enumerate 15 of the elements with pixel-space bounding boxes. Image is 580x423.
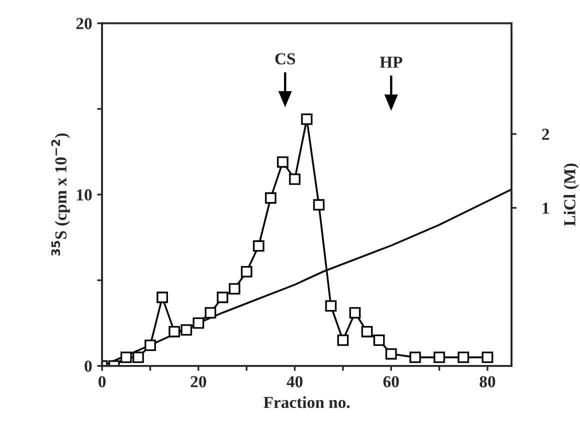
- y-tick-label: 20: [76, 18, 92, 30]
- x-tick-label: 80: [480, 376, 496, 388]
- y2-tick-label: 1: [542, 202, 549, 214]
- annotation: HP: [380, 56, 402, 68]
- y2-axis-title: LiCl (M): [564, 164, 579, 226]
- x-axis-title: Fraction no.: [264, 396, 350, 408]
- x-tick-label: 60: [383, 376, 399, 388]
- y-axis-title: $^{35}$S (cpm x 10$^{−2}$): [51, 133, 70, 256]
- annotation: CS: [275, 53, 296, 64]
- x-tick-label: 20: [190, 376, 206, 388]
- y2-tick-label: 2: [542, 128, 550, 140]
- y-tick-label: 10: [77, 189, 92, 201]
- x-tick-label: 40: [286, 376, 302, 388]
- y-tick-label: 0: [84, 360, 92, 372]
- x-tick-label: 0: [98, 376, 106, 388]
